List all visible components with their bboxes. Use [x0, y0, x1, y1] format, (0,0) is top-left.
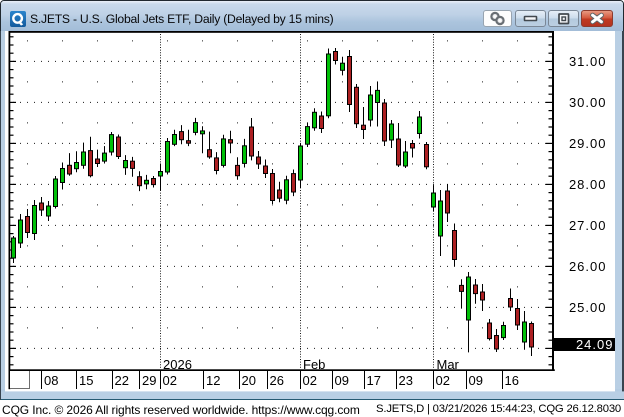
svg-text:Feb: Feb — [303, 357, 325, 372]
svg-text:Mar: Mar — [437, 357, 460, 372]
svg-text:2026: 2026 — [163, 357, 192, 372]
